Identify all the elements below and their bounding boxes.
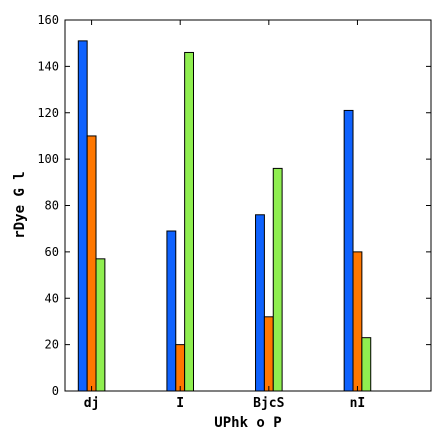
- y-axis: 0 20 40 60 80 100 120 140 160: [37, 13, 431, 398]
- bar: [86, 135, 97, 392]
- bar: [343, 109, 354, 392]
- y-tick-label: 100: [37, 152, 59, 166]
- plot-frame: [64, 19, 432, 392]
- bar: [361, 337, 372, 392]
- x-axis: dj I BjcS nI: [84, 20, 366, 411]
- y-tick-label: 120: [37, 106, 59, 120]
- y-tick-label: 20: [45, 338, 59, 352]
- bars-group: [77, 40, 372, 392]
- bar: [175, 344, 186, 392]
- y-tick-label: 140: [37, 59, 59, 73]
- bar: [272, 167, 283, 392]
- bar: [352, 251, 363, 392]
- y-tick-label: 60: [45, 245, 59, 259]
- x-tick-label: I: [176, 396, 184, 411]
- y-tick-label: 40: [45, 291, 59, 305]
- bar: [263, 316, 274, 392]
- bar: [166, 230, 177, 392]
- x-tick-label: BjcS: [253, 396, 284, 411]
- bar: [95, 258, 106, 392]
- x-tick-label: nI: [350, 396, 366, 411]
- y-tick-label: 0: [52, 384, 59, 398]
- bar: [77, 40, 88, 392]
- y-tick-label: 80: [45, 199, 59, 213]
- x-axis-title: UPhk o P: [214, 415, 281, 431]
- y-axis-title: rDye G l: [12, 171, 28, 238]
- x-tick-label: dj: [84, 396, 100, 411]
- bar: [184, 51, 194, 392]
- y-tick-label: 160: [37, 13, 59, 27]
- bar: [255, 214, 265, 392]
